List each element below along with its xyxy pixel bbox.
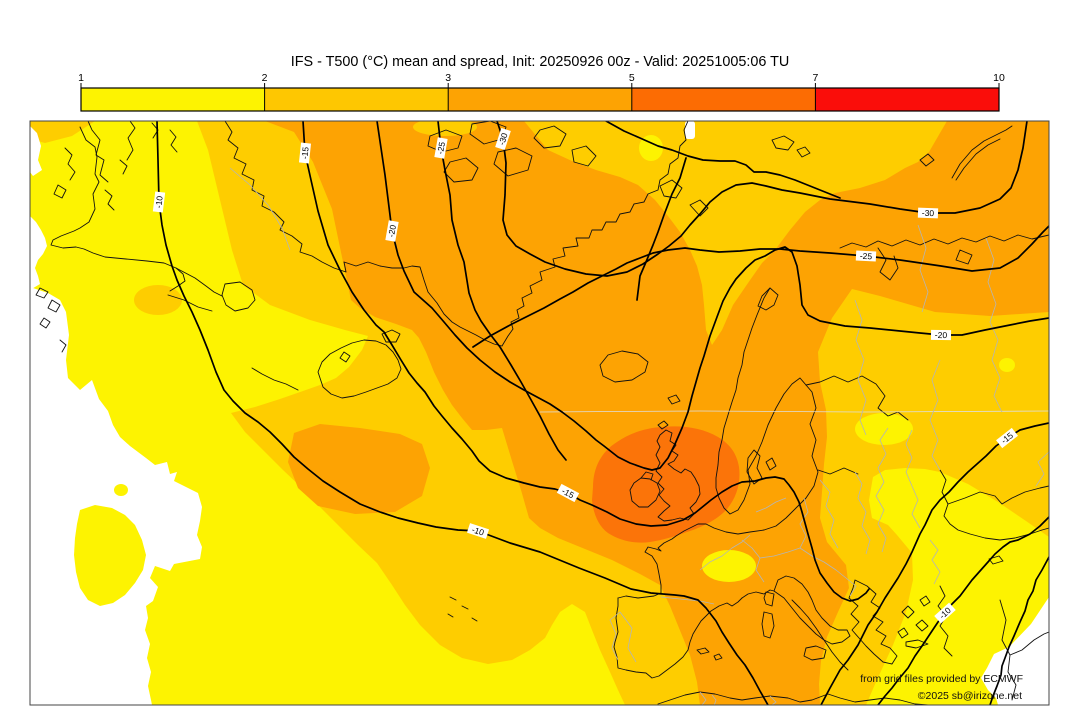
svg-text:10: 10 [993, 72, 1005, 84]
svg-text:-10: -10 [153, 195, 164, 209]
svg-text:-15: -15 [299, 146, 310, 160]
svg-text:-25: -25 [435, 141, 447, 155]
svg-text:-30: -30 [922, 208, 935, 218]
svg-text:2: 2 [262, 72, 268, 84]
svg-text:5: 5 [629, 72, 635, 84]
svg-text:-10: -10 [471, 524, 486, 537]
svg-text:-30: -30 [496, 131, 509, 146]
svg-text:1: 1 [78, 72, 84, 84]
svg-text:©2025 sb@irizone.net: ©2025 sb@irizone.net [918, 690, 1022, 702]
svg-text:7: 7 [812, 72, 818, 84]
svg-text:-20: -20 [935, 330, 948, 340]
svg-text:IFS - T500 (°C) mean and sprea: IFS - T500 (°C) mean and spread, Init: 2… [291, 54, 790, 70]
svg-text:-20: -20 [386, 224, 398, 238]
svg-text:3: 3 [445, 72, 451, 84]
svg-text:from grid files provided by EC: from grid files provided by ECMWF [860, 673, 1023, 685]
svg-text:-25: -25 [860, 251, 873, 262]
